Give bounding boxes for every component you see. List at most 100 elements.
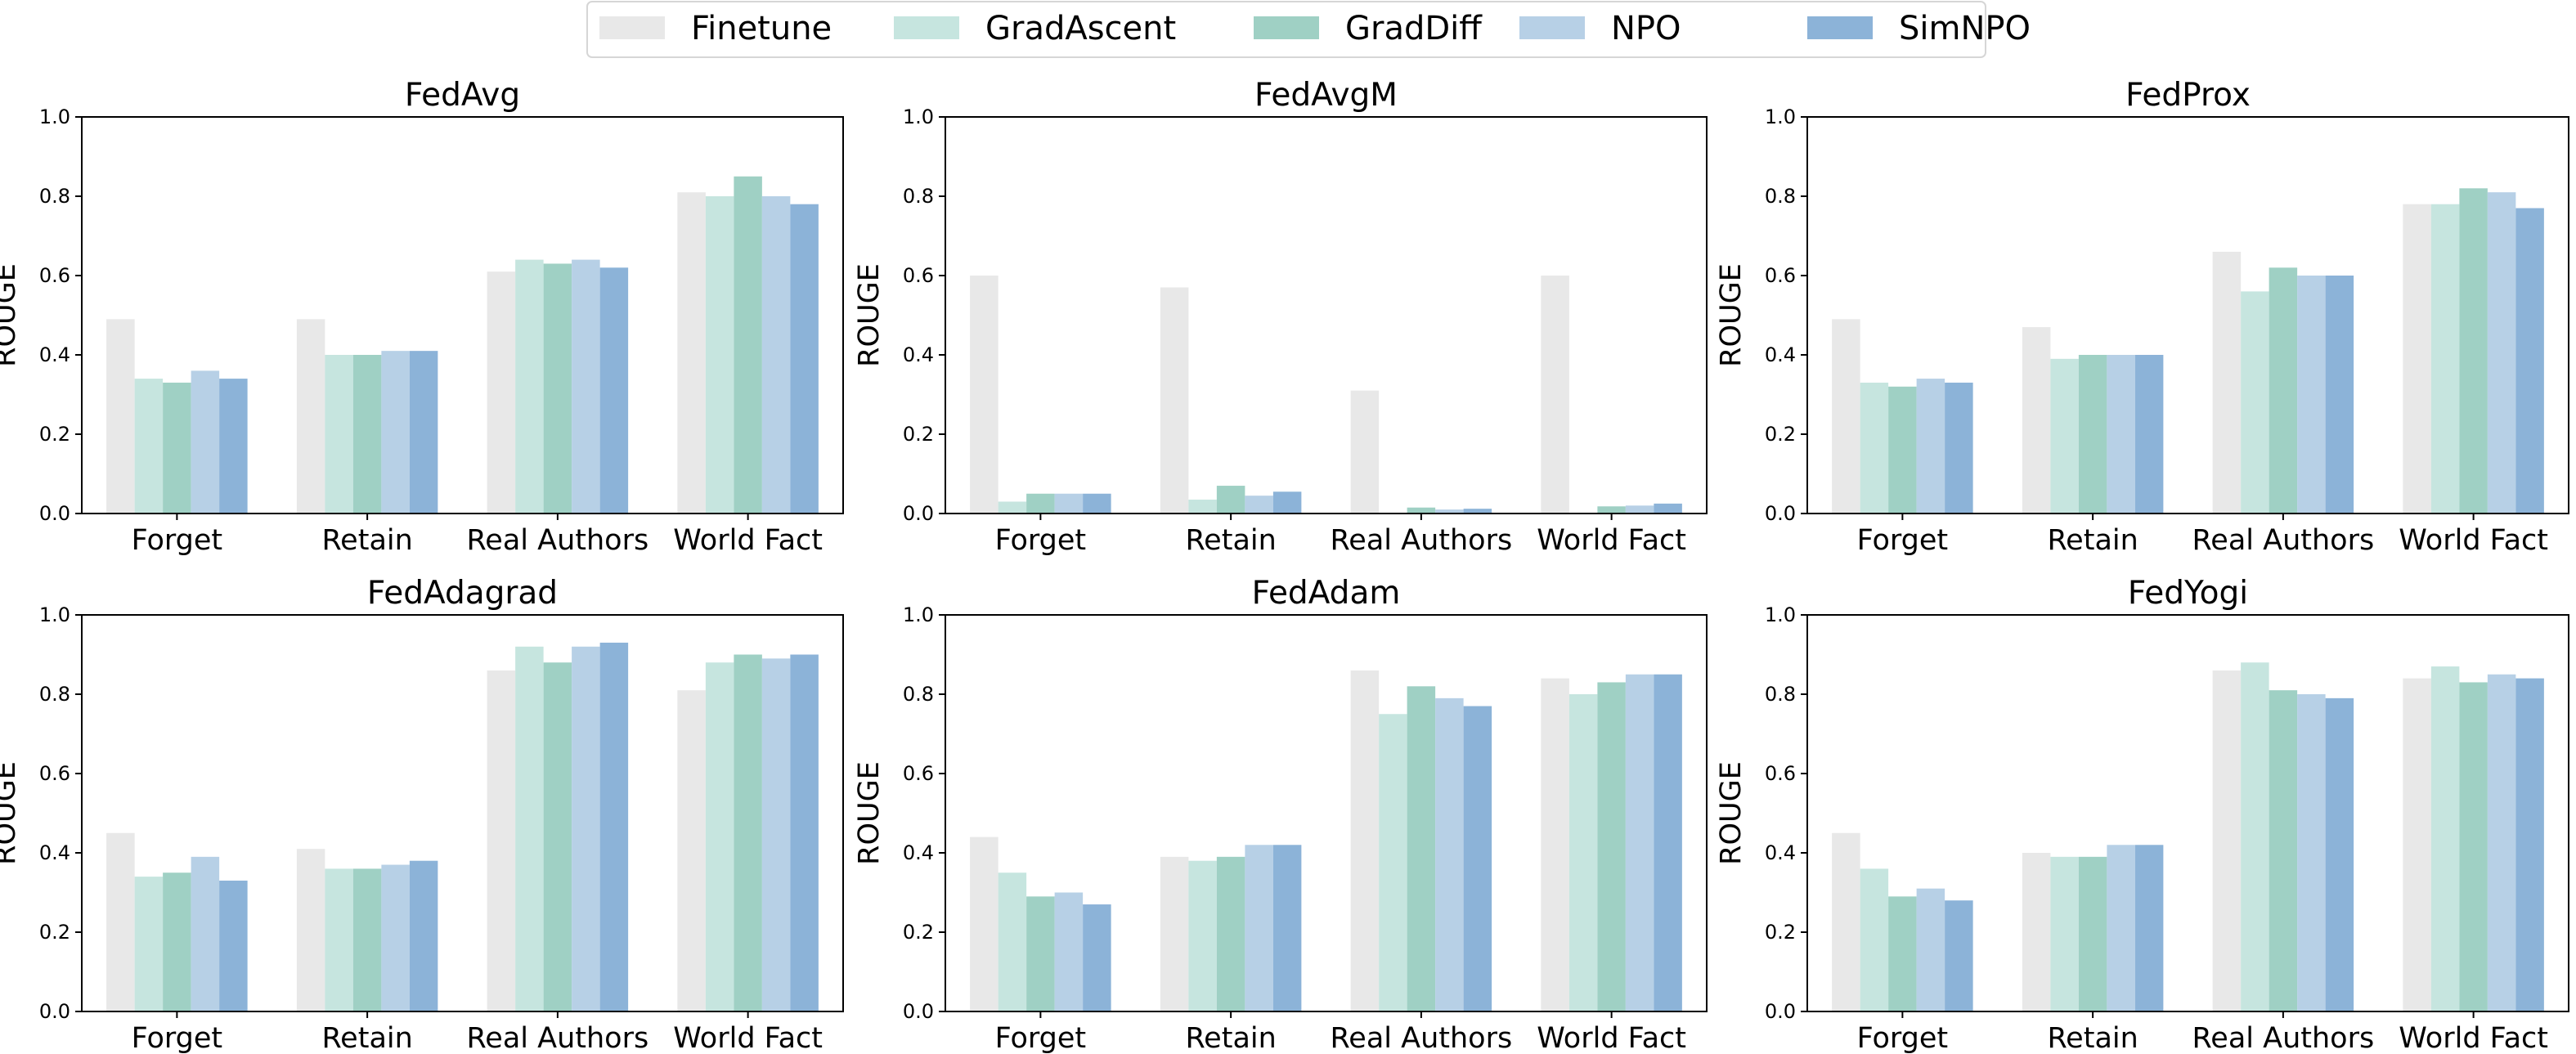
bar: [2078, 355, 2107, 514]
chart-title: FedAvg: [405, 77, 520, 114]
bar: [106, 319, 135, 514]
y-tick-label: 1.0: [39, 105, 70, 128]
legend-label: GradDiff: [1345, 10, 1483, 47]
bar: [761, 658, 791, 1011]
bar: [2459, 188, 2488, 514]
y-tick-label: 0.8: [903, 683, 934, 706]
x-tick-label: Retain: [321, 1022, 412, 1054]
chart-panel: FedAdam Forget Retain Real Authors World Fac…: [853, 575, 1708, 1054]
bar: [2107, 355, 2135, 514]
y-tick-label: 0.8: [39, 185, 70, 208]
x-tick-label: Real Authors: [2192, 524, 2375, 557]
bar: [352, 868, 382, 1011]
bar: [1350, 670, 1380, 1011]
bar: [2325, 697, 2354, 1011]
bar: [1945, 382, 1973, 514]
chart-title: FedAdagrad: [367, 575, 558, 612]
legend-swatch: [894, 16, 959, 39]
x-tick-label: Forget: [1857, 1022, 1949, 1054]
y-tick-label: 1.0: [1765, 105, 1796, 128]
bar: [2022, 853, 2051, 1011]
chart-panel: FedAdagrad Forget Retain Real Authors World …: [0, 575, 844, 1054]
axes-frame: [81, 614, 844, 1012]
bar: [1083, 493, 1111, 514]
y-tick-label: 0.6: [39, 264, 70, 287]
y-tick-label: 0.4: [1765, 841, 1796, 864]
bar: [2487, 674, 2516, 1011]
bar: [1916, 379, 1945, 514]
bar: [515, 646, 544, 1011]
chart-panel: FedAvg Forget Retain Real Authors World Fact…: [0, 77, 844, 557]
bar: [515, 259, 544, 514]
bar: [1245, 845, 1273, 1011]
x-tick-label: Real Authors: [1331, 524, 1513, 557]
y-tick-label: 0.8: [1765, 185, 1796, 208]
y-tick-label: 0.6: [39, 762, 70, 785]
bar: [2212, 251, 2242, 514]
x-tick-label: Forget: [132, 524, 223, 557]
bar: [2134, 845, 2164, 1011]
bar: [2459, 682, 2488, 1011]
bar: [1272, 845, 1302, 1011]
y-tick-label: 0.8: [39, 683, 70, 706]
bar: [2487, 192, 2516, 514]
bar: [1832, 832, 1860, 1011]
bar: [1888, 896, 1917, 1011]
bar: [543, 662, 572, 1011]
bar: [1160, 287, 1189, 514]
bar: [1463, 509, 1492, 514]
y-tick-label: 0.2: [903, 921, 934, 944]
bar: [2022, 327, 2051, 514]
bar: [1654, 674, 1682, 1011]
y-tick-label: 0.0: [1765, 1000, 1796, 1023]
bar: [1054, 493, 1084, 514]
bar: [1860, 868, 1889, 1011]
bar: [2515, 678, 2544, 1011]
bar: [296, 319, 325, 514]
chart-panels: FedAvg Forget Retain Real Authors World Fact…: [0, 77, 2569, 1054]
bar: [2269, 690, 2298, 1011]
x-tick-label: Forget: [995, 524, 1087, 557]
bar: [2212, 670, 2242, 1011]
x-tick-label: World Fact: [1537, 524, 1686, 557]
bar: [2050, 358, 2079, 514]
y-tick-label: 0.2: [39, 423, 70, 446]
bar: [998, 872, 1027, 1011]
x-tick-label: Retain: [321, 524, 412, 557]
bar: [1272, 491, 1302, 514]
x-tick-label: Retain: [2047, 524, 2138, 557]
bar: [543, 263, 572, 514]
y-tick-label: 0.4: [903, 343, 934, 366]
bar: [572, 646, 600, 1011]
x-tick-label: Real Authors: [467, 1022, 649, 1054]
bar: [599, 642, 629, 1011]
x-tick-label: Forget: [1857, 524, 1949, 557]
bar: [191, 370, 220, 514]
y-tick-label: 0.6: [1765, 264, 1796, 287]
bar: [2430, 666, 2460, 1011]
bar: [325, 355, 353, 514]
x-tick-label: Retain: [2047, 1022, 2138, 1054]
bar: [2403, 204, 2431, 514]
bar: [1188, 500, 1217, 514]
bar: [998, 501, 1027, 514]
y-tick-label: 0.4: [39, 841, 70, 864]
bar: [2050, 856, 2079, 1011]
chart-title: FedAdam: [1252, 575, 1401, 612]
bar: [352, 355, 382, 514]
bar: [677, 690, 706, 1011]
bar: [296, 849, 325, 1011]
bar: [1832, 319, 1860, 514]
y-tick-label: 0.6: [903, 264, 934, 287]
bar: [790, 654, 819, 1011]
bar: [106, 832, 135, 1011]
bar: [1216, 486, 1245, 514]
bar: [677, 192, 706, 514]
bar: [191, 856, 220, 1011]
bar: [409, 860, 438, 1011]
x-tick-label: World Fact: [673, 524, 823, 557]
bar: [219, 379, 248, 514]
bar: [134, 379, 164, 514]
bar: [1463, 706, 1492, 1011]
